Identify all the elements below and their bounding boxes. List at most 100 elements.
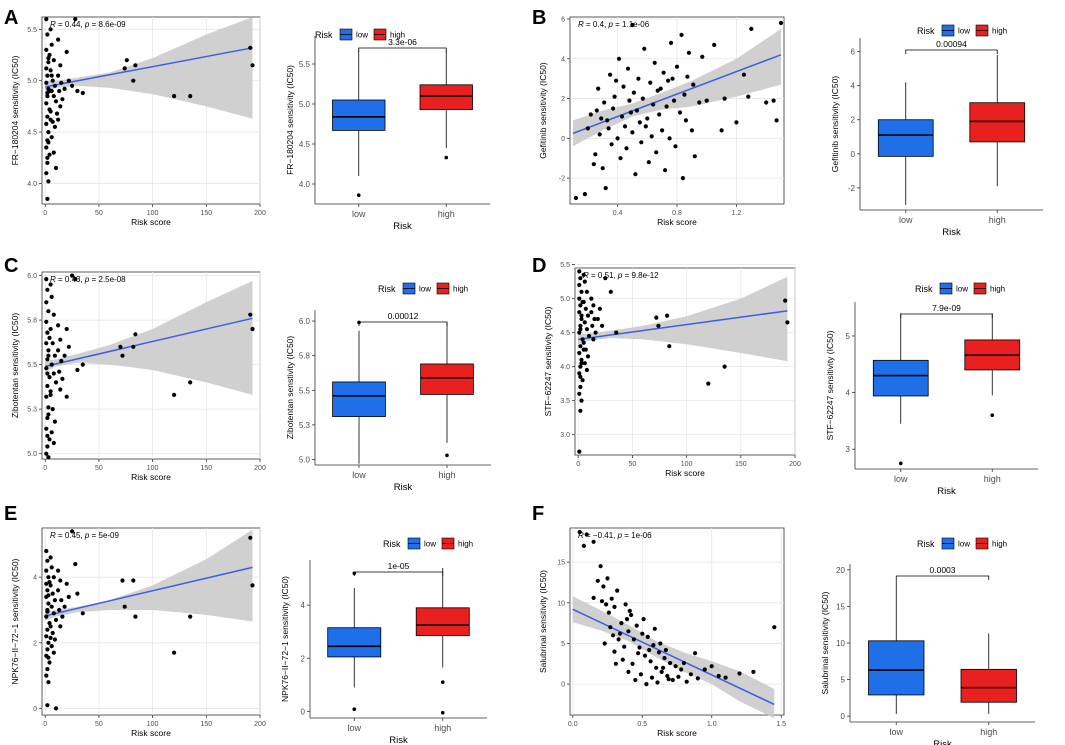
y-tick-label: 5 <box>561 641 565 648</box>
y-tick-label: 2 <box>561 96 565 103</box>
x-axis-title: Risk <box>942 227 961 238</box>
scatter-point <box>46 412 51 417</box>
scatter-point <box>59 80 64 85</box>
y-axis-title: NPK76−II−72−1 sensitivity (IC50) <box>280 576 290 702</box>
y-axis-title: FR−180204 sensitivity (IC50) <box>285 65 295 175</box>
confidence-band <box>578 276 788 362</box>
box-plot-B: -2 0 2 4 6 low high 0.00094 Risk Gefitinib sensit… <box>830 38 1043 238</box>
y-tick-label: 20 <box>836 566 845 575</box>
scatter-point <box>778 20 784 26</box>
scatter-point <box>46 680 51 685</box>
scatter-point <box>44 614 49 619</box>
scatter-point <box>591 539 596 544</box>
scatter-point <box>133 614 138 619</box>
scatter-point <box>661 665 666 670</box>
scatter-point <box>248 45 253 50</box>
scatter-point <box>615 136 620 141</box>
scatter-point <box>64 49 69 55</box>
x-tick-label: 200 <box>254 465 266 472</box>
scatter-point <box>57 369 62 374</box>
scatter-point <box>59 598 64 603</box>
scatter-point <box>49 135 54 140</box>
y-axis-title: Salubrinal sensitivity (IC50) <box>820 591 830 694</box>
scatter-point <box>49 42 54 47</box>
scatter-point <box>723 675 728 680</box>
y-tick-label: 0 <box>851 150 856 159</box>
scatter-point <box>45 627 50 632</box>
scatter-point <box>53 380 59 385</box>
x-axis-title: Risk score <box>131 728 171 738</box>
scatter-point <box>578 327 583 332</box>
scatter-point <box>626 629 631 634</box>
y-tick-label: 4.5 <box>27 130 37 137</box>
scatter-point <box>53 165 59 171</box>
scatter-point <box>596 86 601 91</box>
box-plot-A: 4.0 4.5 5.0 5.5 low high 3.3e-06 Risk FR−180204 … <box>285 36 490 232</box>
scatter-point <box>48 389 53 394</box>
scatter-point <box>46 455 51 460</box>
scatter-point <box>46 353 51 358</box>
scatter-point <box>52 124 58 129</box>
scatter-point <box>44 171 49 176</box>
scatter-point <box>581 543 587 549</box>
scatter-point <box>45 433 50 438</box>
scatter-point <box>657 112 662 117</box>
legend-title: Risk <box>917 539 935 549</box>
scatter-point <box>665 673 670 679</box>
annotation-R-value: = 0.4, <box>584 20 609 29</box>
y-tick-label: 4.0 <box>299 180 311 189</box>
scatter-point <box>60 97 65 102</box>
scatter-point <box>611 633 616 638</box>
y-tick-label: 5.0 <box>560 296 570 303</box>
x-axis-title: Risk score <box>131 472 171 482</box>
scatter-point <box>625 66 631 71</box>
scatter-point <box>45 114 50 119</box>
y-tick-label: 0 <box>33 706 37 713</box>
scatter-point <box>663 168 668 173</box>
scatter-point <box>46 640 51 645</box>
scatter-point <box>47 335 52 340</box>
y-tick-label: 5.0 <box>299 100 311 109</box>
annotation-R-value: = 0.44, <box>56 20 85 29</box>
scatter-point <box>45 444 50 449</box>
x-tick-label: 200 <box>254 210 266 217</box>
y-tick-label: 15 <box>836 602 845 611</box>
legend-label-low: low <box>956 285 968 294</box>
scatter-point <box>172 94 177 99</box>
scatter-point <box>49 430 54 435</box>
scatter-point <box>580 299 585 305</box>
scatter-point <box>643 124 648 129</box>
box-plot-E: 0 2 4 low high 1e-05 Risk NPK76−II−72−1 sensiti… <box>280 560 487 745</box>
y-tick-label: 0 <box>841 712 846 721</box>
scatter-point <box>48 117 53 122</box>
scatter-point <box>645 634 650 640</box>
scatter-point <box>686 50 692 55</box>
p-value-label: 0.0003 <box>930 565 956 575</box>
scatter-point <box>702 667 707 672</box>
scatter-point <box>709 664 714 669</box>
annotation-p-symbol: p <box>617 531 623 540</box>
annotation-R-symbol: R <box>50 275 56 284</box>
x-tick-label: 0 <box>43 721 47 728</box>
scatter-point <box>581 272 586 277</box>
scatter-point <box>623 602 628 607</box>
y-tick-label: 10 <box>836 639 845 648</box>
scatter-point <box>46 179 51 184</box>
p-value-label: 7.9e-09 <box>932 303 961 313</box>
scatter-point <box>651 102 656 107</box>
scatter-point <box>737 671 742 676</box>
y-tick-label: 5.5 <box>560 262 570 269</box>
scatter-point <box>734 120 739 125</box>
box-plot-C: 5.0 5.3 5.5 5.8 6.0 low high 0.00012 Risk Ziboten… <box>285 310 491 493</box>
scatter-point <box>656 323 661 328</box>
scatter-point <box>600 323 605 328</box>
scatter-point <box>577 449 582 454</box>
y-tick-label: 0 <box>561 136 565 143</box>
p-value-label: 1e-05 <box>388 561 410 571</box>
significance-bracket <box>900 313 993 318</box>
y-tick-label: 2 <box>851 116 856 125</box>
correlation-annotation: R = 0.43, p = 2.5e-08 <box>50 275 126 284</box>
outlier-point-high <box>440 680 445 684</box>
scatter-point <box>603 186 608 191</box>
scatter-plot-E: 0 50 100 150 200 0 2 4 R = 0.45, p = 5e-09 Risk s… <box>10 527 266 738</box>
